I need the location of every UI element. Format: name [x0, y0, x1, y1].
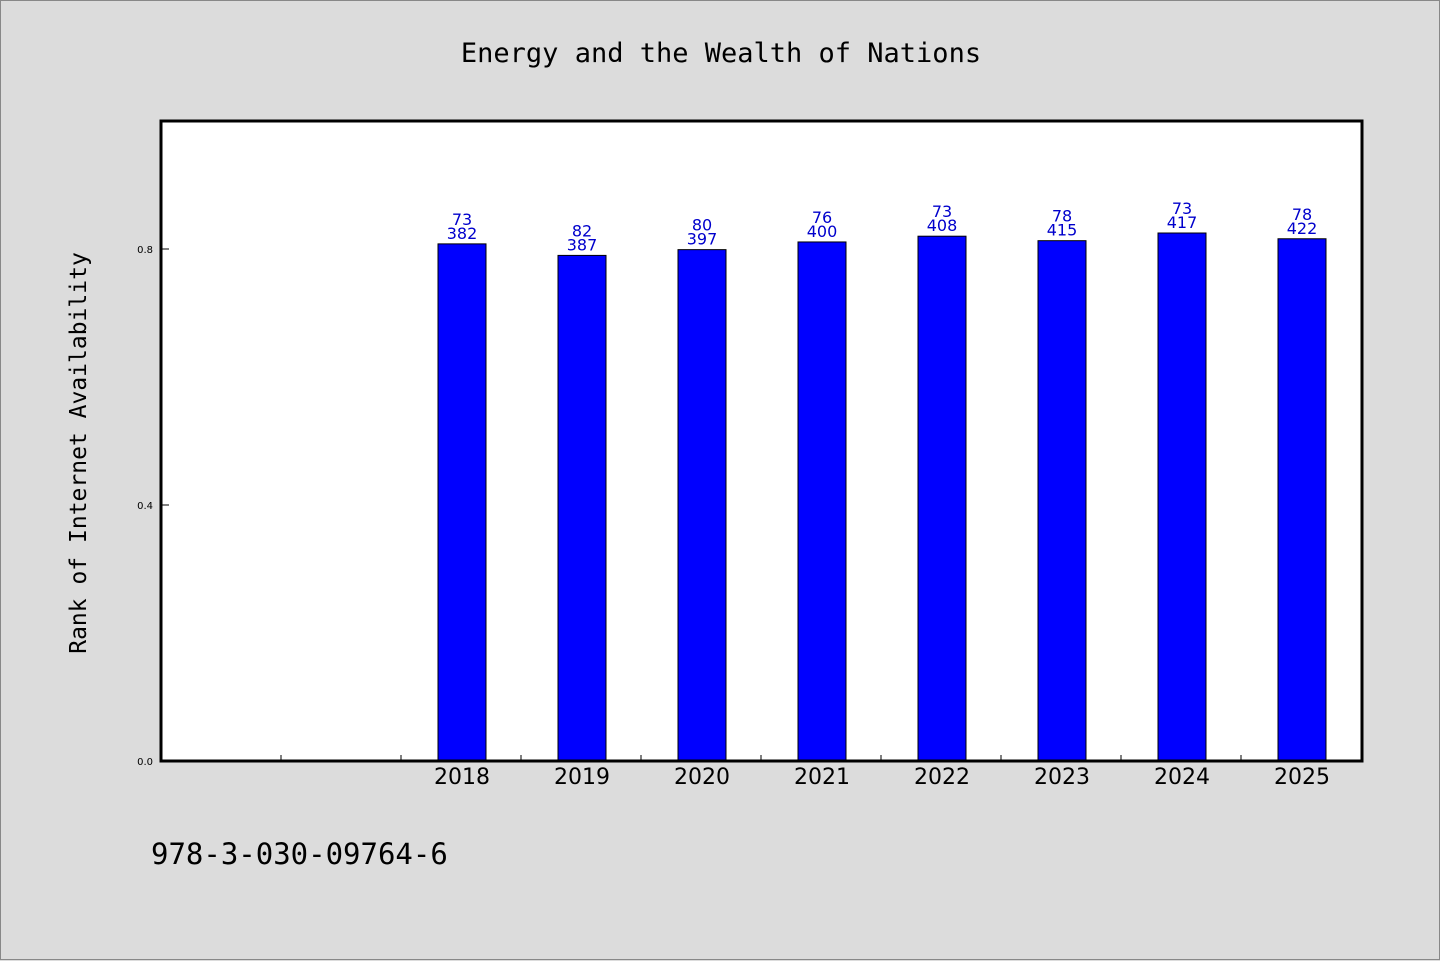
bar-label-bottom: 397 — [687, 230, 718, 249]
plot-frame — [159, 119, 1364, 763]
isbn-label: 978-3-030-09764-6 — [151, 837, 448, 871]
axis-ticks-layer: 0.0 0.4 0.8 2018 2019 2020 2021 2022 2023 2024 202… — [137, 245, 1330, 790]
bar-label-top: 73 — [932, 202, 952, 221]
y-axis-label: Rank of Internet Availability — [66, 252, 92, 654]
bar — [797, 241, 847, 762]
bar-label-bottom: 387 — [567, 235, 598, 254]
bar-label-top: 78 — [1052, 207, 1072, 226]
bar-label-bottom: 422 — [1287, 219, 1318, 238]
bar — [1037, 240, 1087, 762]
bar — [1277, 238, 1327, 762]
bar-label-bottom: 417 — [1167, 213, 1198, 232]
y-tick-label: 0.4 — [137, 501, 153, 512]
bar-label-top: 76 — [812, 208, 832, 227]
bar-label-bottom: 382 — [447, 224, 478, 243]
bar-label-top: 80 — [692, 216, 712, 235]
bars-layer — [437, 232, 1327, 762]
x-tick-label: 2019 — [554, 765, 610, 790]
y-tick-label: 0.0 — [137, 757, 153, 768]
bar — [437, 243, 487, 762]
bar-label-bottom: 408 — [927, 216, 958, 235]
bar — [557, 254, 607, 762]
y-tick-label: 0.8 — [137, 245, 153, 256]
bar-label-top: 73 — [452, 210, 472, 229]
bar-label-top: 78 — [1292, 205, 1312, 224]
x-tick-label: 2025 — [1274, 765, 1330, 790]
bar — [917, 235, 967, 762]
x-tick-label: 2021 — [794, 765, 850, 790]
bar-label-top: 73 — [1172, 199, 1192, 218]
x-tick-label: 2023 — [1034, 765, 1090, 790]
x-tick-label: 2022 — [914, 765, 970, 790]
x-tick-label: 2024 — [1154, 765, 1210, 790]
x-tick-label: 2020 — [674, 765, 730, 790]
bar-label-top: 82 — [572, 221, 592, 240]
bar-label-bottom: 400 — [807, 222, 838, 241]
bar — [677, 249, 727, 762]
x-tick-label: 2018 — [434, 765, 490, 790]
bar — [1157, 232, 1207, 762]
chart-title: Energy and the Wealth of Nations — [461, 38, 981, 69]
bar-label-bottom: 415 — [1047, 221, 1078, 240]
